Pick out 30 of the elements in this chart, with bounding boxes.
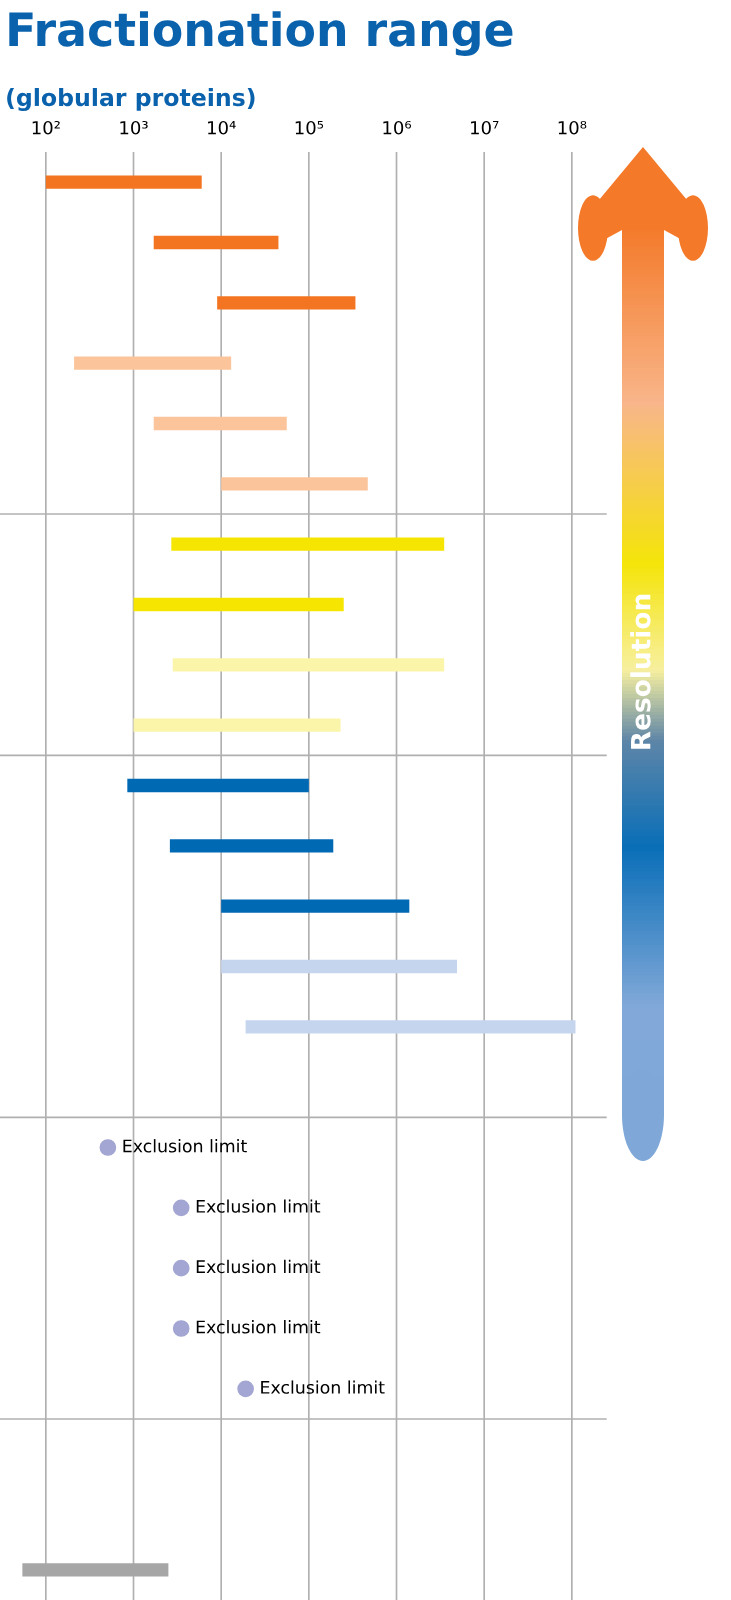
bar — [45, 175, 202, 189]
data-label: Exclusion limit — [261, 1380, 385, 1394]
bar — [221, 899, 410, 913]
bar — [133, 718, 341, 732]
x-tick-label: 10³ — [120, 120, 148, 135]
bar — [74, 356, 232, 370]
bar — [245, 1020, 576, 1034]
x-tick-label: 10⁶ — [383, 120, 412, 135]
x-tick-label: 10⁵ — [295, 120, 324, 135]
bar — [153, 235, 279, 250]
bar — [169, 839, 334, 853]
bar — [153, 416, 287, 431]
bar — [127, 778, 309, 793]
chart-title: Fractionation range — [9, 11, 513, 56]
text: Resolution — [630, 594, 651, 749]
x-tick-label: 10⁷ — [471, 120, 499, 135]
chart-subtitle: (globular proteins) — [7, 88, 255, 112]
x-tick-label: 10² — [32, 120, 60, 135]
data-label: Exclusion limit — [196, 1259, 321, 1274]
data-label: Exclusion limit — [123, 1139, 247, 1153]
bar — [171, 537, 445, 551]
bar — [217, 296, 356, 310]
x-tick-label: 10⁸ — [558, 120, 587, 135]
bar — [221, 959, 458, 974]
bar — [221, 477, 368, 491]
bar — [133, 597, 344, 612]
bar — [172, 658, 445, 672]
x-tick-label: 10⁴ — [208, 120, 236, 135]
data-label: Exclusion limit — [196, 1199, 321, 1213]
data-label: Exclusion limit — [196, 1320, 321, 1334]
